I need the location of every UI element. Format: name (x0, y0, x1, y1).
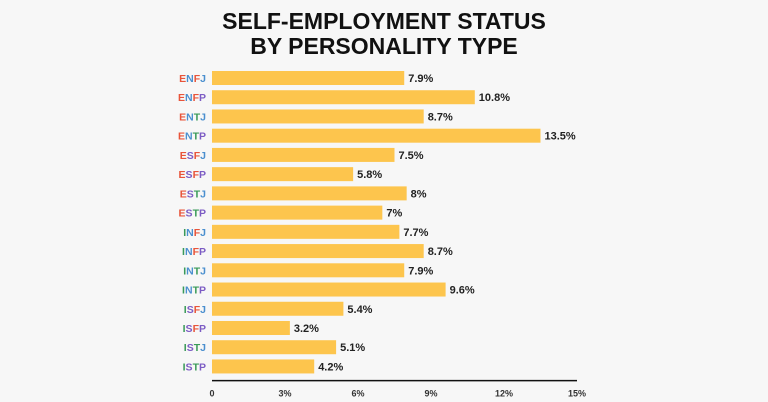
x-tick-label: 12% (495, 389, 513, 399)
bar-enfj (212, 71, 405, 85)
bar-istp (212, 359, 315, 374)
bar-isfp (212, 320, 290, 335)
category-label-isfj: ISFJ (184, 304, 206, 316)
category-label-entj: ENTJ (179, 111, 206, 123)
value-label-enfp: 10.8% (479, 92, 510, 104)
x-ticks-group: 0 3% 6% 9% 12% 15% (209, 389, 586, 399)
bar-estp (212, 205, 383, 220)
value-labels-group: 7.9%10.8%8.7%13.5%7.5%5.8%8%7%7.7%8.7%7.… (294, 73, 576, 373)
x-tick-label: 15% (568, 389, 586, 399)
category-label-enfp: ENFP (178, 92, 206, 104)
bar-entj (212, 109, 424, 124)
category-labels-group: ENFJ ENFP ENTJ ENTP ESFJ ESFP ESTJ ESTP INFJ INFP… (178, 73, 206, 373)
category-label-esfj: ESFJ (180, 150, 206, 162)
value-label-estp: 7% (386, 208, 402, 220)
value-label-istj: 5.1% (340, 342, 365, 354)
category-label-isfp: ISFP (183, 323, 206, 335)
bar-infj (212, 224, 400, 239)
category-label-esfp: ESFP (179, 169, 206, 181)
category-label-infj: INFJ (183, 227, 206, 239)
value-label-entp: 13.5% (545, 131, 576, 143)
value-label-isfj: 5.4% (347, 304, 372, 316)
category-label-entp: ENTP (178, 131, 206, 143)
value-label-estj: 8% (411, 188, 427, 200)
chart-title-line-2: BY PERSONALITY TYPE (250, 33, 518, 59)
bar-esfj (212, 147, 395, 162)
category-label-estp: ESTP (179, 208, 206, 220)
value-label-infj: 7.7% (403, 227, 428, 239)
value-label-enfj: 7.9% (408, 73, 433, 85)
category-label-enfj: ENFJ (179, 73, 206, 85)
bar-entp (212, 128, 541, 143)
category-label-istp: ISTP (183, 361, 206, 373)
x-tick-label: 9% (424, 389, 437, 399)
value-label-infp: 8.7% (428, 246, 453, 258)
value-label-esfj: 7.5% (399, 150, 424, 162)
value-label-isfp: 3.2% (294, 323, 319, 335)
bar-intj (212, 263, 405, 278)
bar-estj (212, 186, 407, 201)
chart-title-line-1: SELF-EMPLOYMENT STATUS (222, 8, 546, 34)
bar-istj (212, 340, 337, 355)
x-tick-label: 0 (209, 389, 214, 399)
bar-enfp (212, 90, 475, 105)
category-label-estj: ESTJ (180, 188, 206, 200)
bars-group (212, 71, 541, 374)
value-label-intp: 9.6% (450, 285, 475, 297)
value-label-esfp: 5.8% (357, 169, 382, 181)
value-label-intj: 7.9% (408, 265, 433, 277)
bar-isfj (212, 301, 344, 316)
bar-intp (212, 282, 446, 297)
category-label-istj: ISTJ (184, 342, 206, 354)
category-label-intp: INTP (182, 285, 206, 297)
value-label-entj: 8.7% (428, 111, 453, 123)
value-label-istp: 4.2% (318, 361, 343, 373)
bar-infp (212, 244, 424, 259)
category-label-infp: INFP (182, 246, 206, 258)
x-tick-label: 3% (278, 389, 291, 399)
x-tick-label: 6% (351, 389, 364, 399)
category-label-intj: INTJ (183, 265, 206, 277)
bar-esfp (212, 167, 354, 182)
